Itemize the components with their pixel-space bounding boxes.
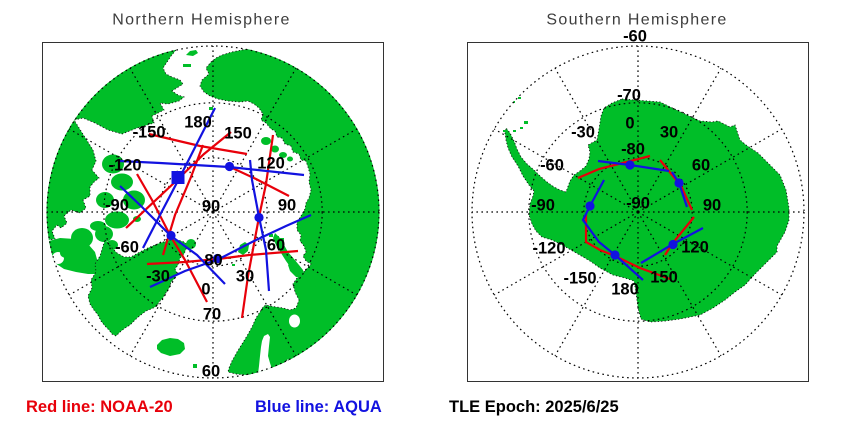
svg-text:60: 60 xyxy=(692,156,710,174)
svg-text:30: 30 xyxy=(660,123,678,141)
svg-text:Northern Hemisphere: Northern Hemisphere xyxy=(112,12,291,29)
svg-text:90: 90 xyxy=(278,196,296,214)
svg-text:150: 150 xyxy=(224,124,252,142)
svg-text:-30: -30 xyxy=(146,267,170,285)
svg-text:180: 180 xyxy=(184,113,212,131)
svg-text:Southern Hemisphere: Southern Hemisphere xyxy=(546,12,727,29)
svg-text:80: 80 xyxy=(204,251,222,269)
svg-text:120: 120 xyxy=(681,238,709,256)
svg-text:-30: -30 xyxy=(571,123,595,141)
svg-text:90: 90 xyxy=(703,196,721,214)
svg-text:70: 70 xyxy=(203,305,221,323)
svg-text:-90: -90 xyxy=(531,196,555,214)
svg-text:-150: -150 xyxy=(132,123,165,141)
svg-text:-60: -60 xyxy=(623,27,647,45)
svg-text:0: 0 xyxy=(201,280,210,298)
svg-text:30: 30 xyxy=(236,267,254,285)
svg-text:TLE Epoch: 2025/6/25: TLE Epoch: 2025/6/25 xyxy=(449,398,619,416)
svg-text:0: 0 xyxy=(625,114,634,132)
svg-text:-80: -80 xyxy=(621,140,645,158)
svg-text:-90: -90 xyxy=(105,196,129,214)
svg-text:-70: -70 xyxy=(617,86,641,104)
svg-text:-60: -60 xyxy=(115,238,139,256)
svg-text:150: 150 xyxy=(650,268,678,286)
svg-text:Blue line: AQUA: Blue line: AQUA xyxy=(255,398,382,416)
svg-text:120: 120 xyxy=(257,154,285,172)
svg-text:60: 60 xyxy=(267,236,285,254)
svg-text:60: 60 xyxy=(202,362,220,380)
svg-text:-150: -150 xyxy=(563,269,596,287)
svg-text:-90: -90 xyxy=(626,194,650,212)
svg-text:180: 180 xyxy=(611,280,639,298)
svg-text:-120: -120 xyxy=(532,239,565,257)
svg-text:-60: -60 xyxy=(540,156,564,174)
svg-text:Red line: NOAA-20: Red line: NOAA-20 xyxy=(26,398,173,416)
svg-text:90: 90 xyxy=(202,197,220,215)
svg-text:-120: -120 xyxy=(108,156,141,174)
